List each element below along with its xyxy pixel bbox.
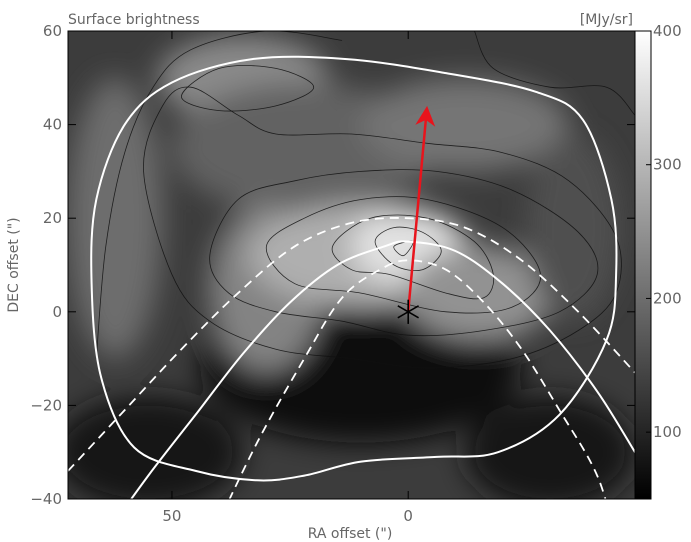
aperture-outline: [90, 55, 618, 482]
bright-region-7: [403, 246, 555, 340]
contour-5: [180, 65, 315, 112]
parabola-dashed-inner: [228, 259, 607, 499]
plot-area: [67, 30, 636, 500]
colorbar: 100 200 300 400: [634, 22, 682, 500]
markers: [397, 105, 436, 324]
y-tick-label: 0: [52, 303, 62, 321]
colorbar-tick-label: 100: [653, 423, 682, 441]
bright-region-3: [360, 77, 569, 172]
x-axis-ticks: 50 0: [162, 31, 413, 525]
star-marker: [397, 299, 419, 324]
brightness-map: [68, 35, 635, 499]
y-tick-label: 60: [43, 22, 62, 40]
overlay-curves: [68, 55, 635, 499]
dark-region-1: [68, 396, 243, 499]
colorbar-ticks: 100 200 300 400: [646, 22, 682, 441]
colorbar-gradient-bar: [634, 30, 652, 500]
contour-1: [374, 226, 442, 271]
y-tick-label: −20: [30, 396, 62, 414]
direction-arrow-head: [415, 105, 436, 127]
contour-8: [474, 31, 635, 116]
colorbar-tick-label: 200: [653, 289, 682, 307]
parabola-solid: [129, 240, 635, 499]
x-tick-label: 0: [403, 507, 413, 525]
contour-6: [143, 86, 622, 369]
chart-title: Surface brightness: [68, 12, 200, 28]
colorbar-unit-label: [MJy/sr]: [580, 12, 633, 28]
colorbar-tick-label: 300: [653, 156, 682, 174]
contour-4: [209, 169, 599, 337]
x-axis-label: RA offset ("): [308, 526, 393, 542]
contour-0: [393, 240, 414, 257]
y-tick-label: 20: [43, 209, 62, 227]
brightness-contours: [95, 31, 635, 369]
y-tick-label: −40: [30, 490, 62, 508]
x-tick-label: 50: [162, 507, 181, 525]
contour-2: [331, 214, 495, 300]
y-axis-label: DEC offset ("): [6, 217, 22, 312]
bright-region-0: [68, 77, 163, 359]
contour-3: [265, 196, 541, 314]
direction-arrow-shaft: [406, 119, 428, 312]
colorbar-tick-label: 400: [653, 22, 682, 40]
parabola-dashed-outer: [68, 217, 635, 472]
y-axis-ticks: −40 −20 0 20 40 60: [30, 22, 635, 508]
dark-region-2: [464, 396, 635, 499]
y-tick-label: 40: [43, 116, 62, 134]
brightness-blob-group: [68, 35, 635, 499]
